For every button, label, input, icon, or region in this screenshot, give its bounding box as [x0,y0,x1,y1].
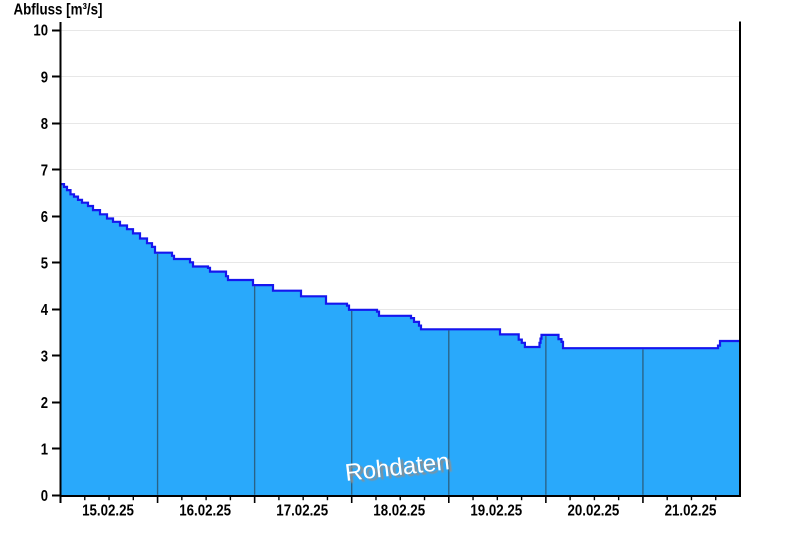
svg-text:5: 5 [41,255,48,272]
svg-text:21.02.25: 21.02.25 [665,503,717,520]
svg-text:9: 9 [41,69,48,86]
svg-text:10: 10 [33,23,48,40]
svg-text:18.02.25: 18.02.25 [373,503,425,520]
svg-text:4: 4 [41,302,48,319]
svg-text:6: 6 [41,209,48,226]
svg-text:2: 2 [41,395,48,412]
svg-text:19.02.25: 19.02.25 [470,503,522,520]
svg-text:1: 1 [41,442,48,459]
svg-text:0: 0 [41,488,48,505]
svg-text:20.02.25: 20.02.25 [568,503,620,520]
svg-text:17.02.25: 17.02.25 [276,503,328,520]
svg-text:15.02.25: 15.02.25 [82,503,134,520]
svg-text:16.02.25: 16.02.25 [179,503,231,520]
svg-text:3: 3 [41,349,48,366]
svg-text:8: 8 [41,116,48,133]
svg-text:7: 7 [41,162,48,179]
svg-text:Abfluss [m³/s]: Abfluss [m³/s] [14,2,103,19]
